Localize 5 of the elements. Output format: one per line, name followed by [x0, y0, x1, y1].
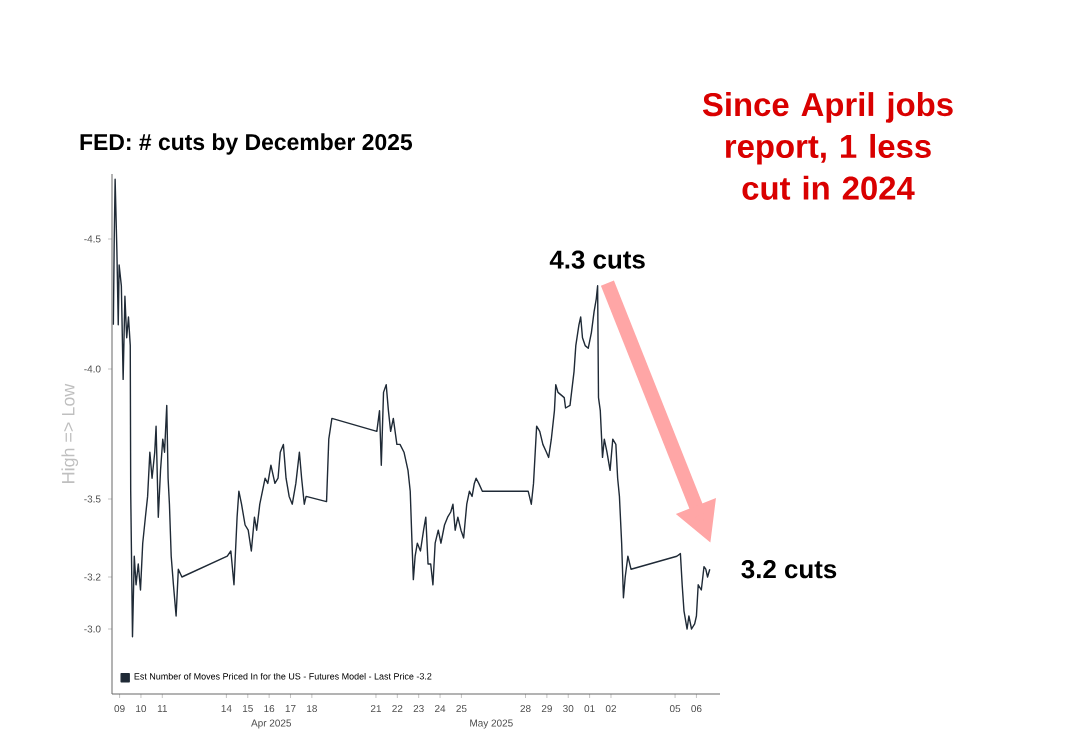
annotation: 4.3 cuts	[549, 250, 645, 269]
annotation: 3.2 cuts	[741, 560, 837, 579]
y-axis-title: High => Low	[61, 383, 79, 483]
annotation: Since April jobs report, 1 less cut in 2024	[702, 92, 953, 200]
chart-title: FED: # cuts by December 2025	[80, 133, 413, 155]
